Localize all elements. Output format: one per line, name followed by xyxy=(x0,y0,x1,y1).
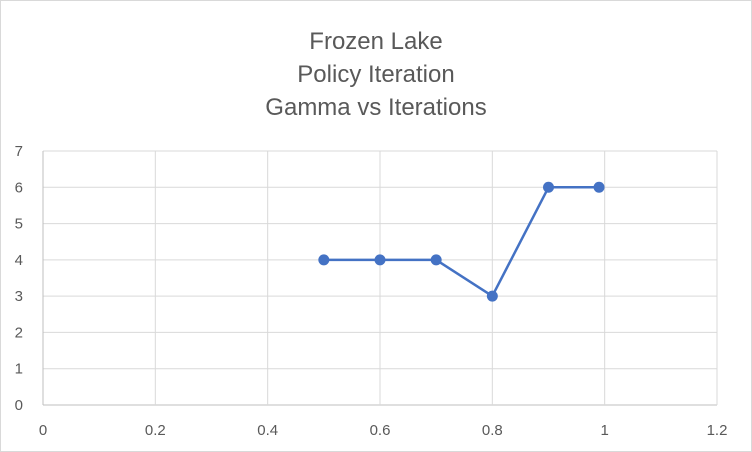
title-line-2: Policy Iteration xyxy=(297,61,454,88)
chart-title: Frozen Lake Policy Iteration Gamma vs It… xyxy=(265,28,486,121)
x-tick-label: 1.2 xyxy=(707,422,728,439)
series-group xyxy=(318,181,605,302)
x-axis-ticks: 0 0.2 0.4 0.6 0.8 1 1.2 xyxy=(39,422,728,439)
x-tick-label: 0 xyxy=(39,422,47,439)
title-line-3: Gamma vs Iterations xyxy=(265,94,486,121)
y-axis-ticks: 0 1 2 3 4 5 6 7 xyxy=(15,143,23,414)
series-line xyxy=(323,186,600,298)
gridlines xyxy=(42,150,718,406)
y-tick-label: 6 xyxy=(15,179,23,196)
data-point xyxy=(430,254,442,266)
x-tick-label: 1 xyxy=(600,422,608,439)
data-point xyxy=(543,181,554,193)
data-point xyxy=(486,290,498,302)
data-point xyxy=(374,254,386,266)
y-tick-label: 0 xyxy=(15,397,23,414)
x-tick-label: 0.2 xyxy=(145,422,166,439)
y-tick-label: 5 xyxy=(15,216,23,233)
x-tick-label: 0.6 xyxy=(370,422,391,439)
x-tick-label: 0.4 xyxy=(257,422,278,439)
y-tick-label: 1 xyxy=(15,361,23,378)
data-point xyxy=(593,181,605,193)
y-tick-label: 4 xyxy=(15,252,23,269)
y-tick-label: 3 xyxy=(15,288,23,305)
x-tick-label: 0.8 xyxy=(482,422,503,439)
title-line-1: Frozen Lake xyxy=(309,28,442,55)
y-tick-label: 7 xyxy=(15,143,23,160)
data-point xyxy=(318,254,330,266)
y-tick-label: 2 xyxy=(15,324,23,341)
